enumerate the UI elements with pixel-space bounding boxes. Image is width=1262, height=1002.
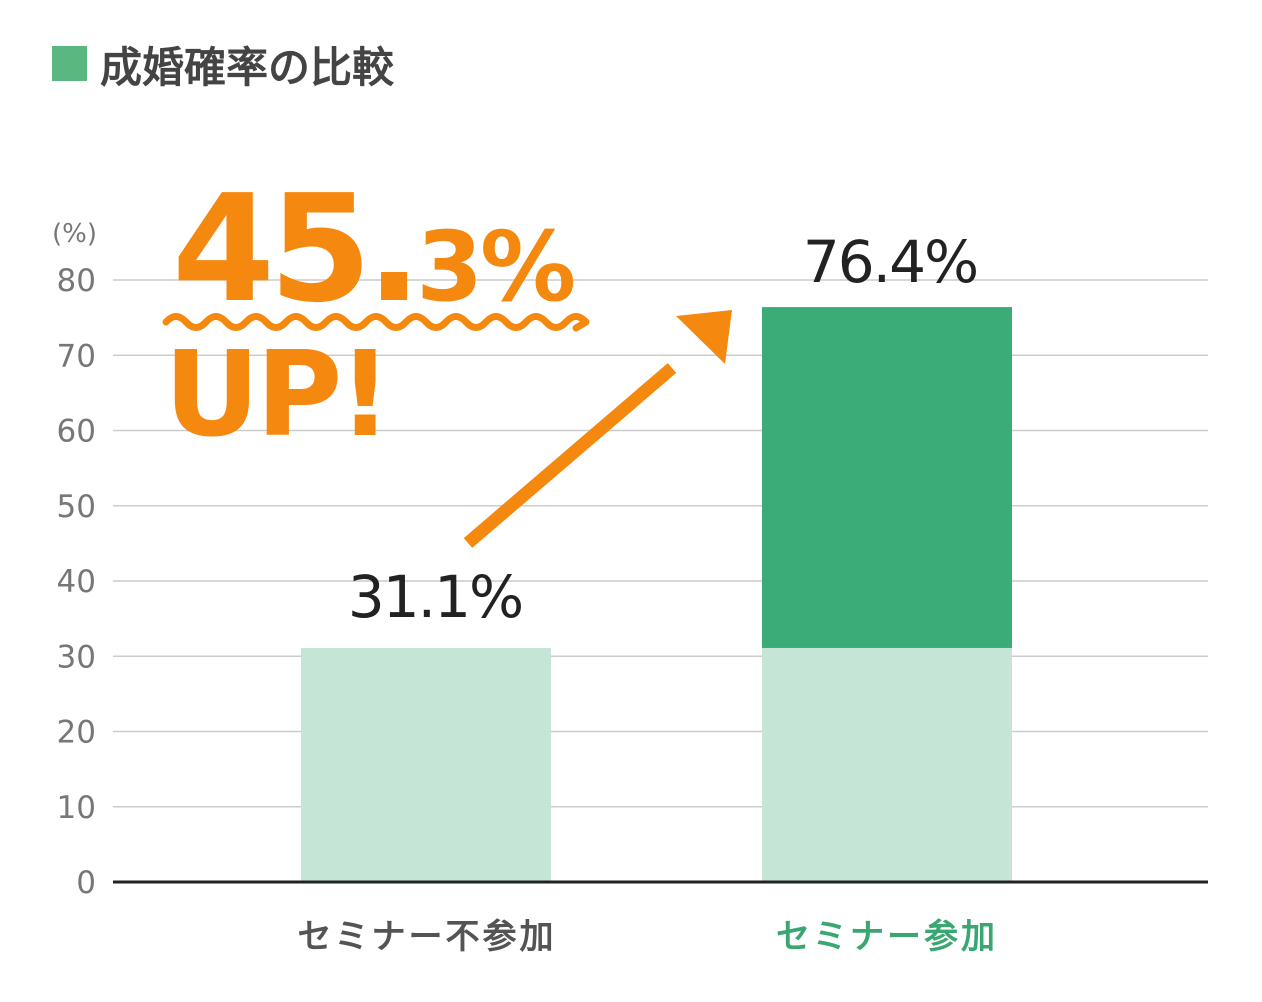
y-tick-labels: 0 10 20 30 40 50 60 70 80 [57, 263, 96, 901]
y-tick-label: 80 [57, 263, 96, 299]
y-tick-label: 50 [57, 489, 96, 525]
y-tick-label: 60 [57, 414, 96, 450]
y-unit-label: (%) [52, 219, 97, 249]
y-tick-label: 0 [76, 865, 96, 901]
y-tick-label: 70 [57, 338, 96, 374]
category-label-seminar: セミナー参加 [776, 917, 998, 957]
increase-small-text: 3% [416, 211, 574, 323]
value-label-no-seminar: 31.1% [348, 563, 522, 631]
value-label-seminar: 76.4% [803, 228, 977, 296]
grid-lines [113, 279, 1208, 808]
wavy-underline [162, 313, 590, 332]
increase-arrow-head [676, 310, 732, 364]
increase-big-text: 45. [172, 163, 416, 335]
increase-annotation: 45.3% [172, 163, 574, 335]
up-text: UP! [164, 325, 388, 463]
y-tick-label: 20 [57, 715, 96, 751]
y-tick-label: 40 [57, 564, 96, 600]
increase-arrow-shaft [463, 363, 677, 548]
bar-seminar-increase-segment [762, 307, 1012, 648]
bars [301, 307, 1012, 882]
chart-title: 成婚確率の比較 [100, 43, 395, 92]
y-tick-label: 30 [57, 639, 96, 675]
bar-no-seminar [301, 647, 551, 882]
category-label-no-seminar: セミナー不参加 [298, 917, 557, 957]
y-tick-label: 10 [57, 790, 96, 826]
title-marker [52, 46, 87, 81]
bar-seminar-base-segment [762, 647, 1012, 882]
